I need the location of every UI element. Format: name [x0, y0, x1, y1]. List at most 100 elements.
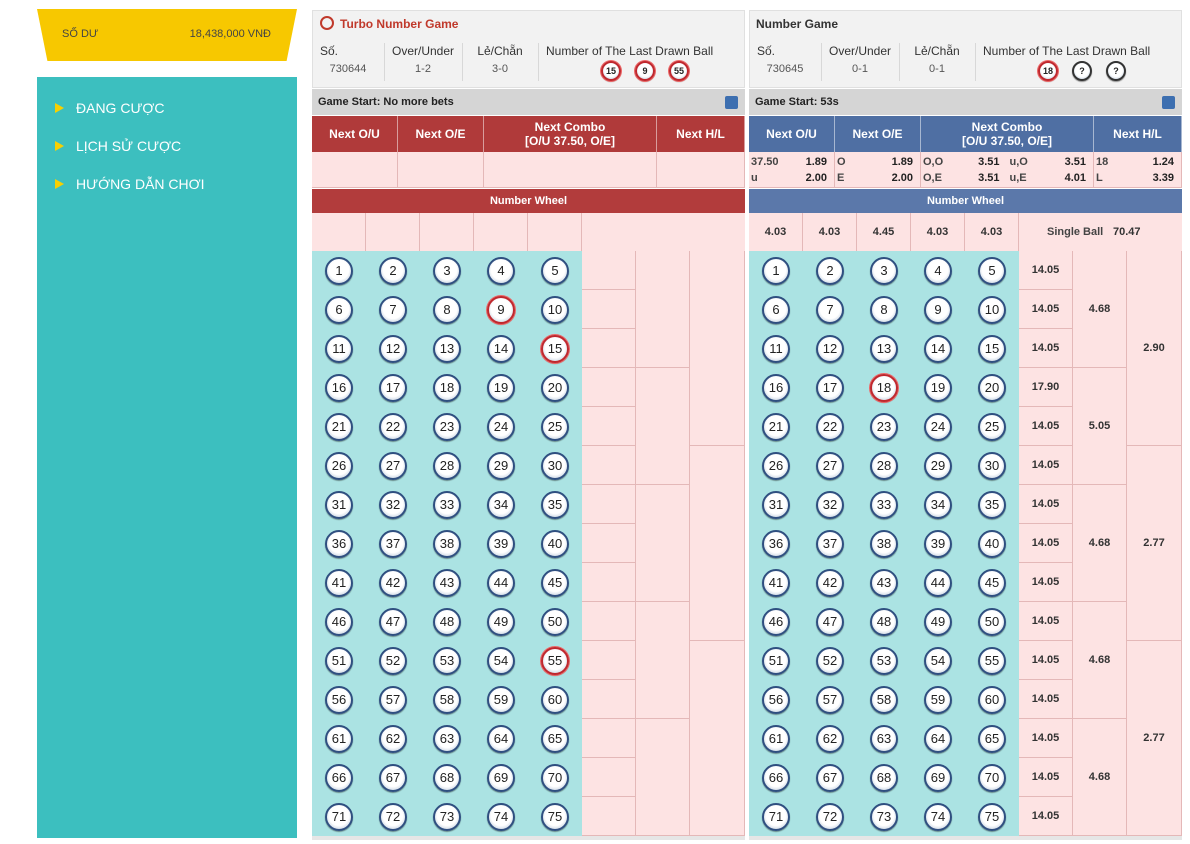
- wheel-odds-cell[interactable]: 4.03: [803, 213, 857, 251]
- number-ball[interactable]: 68: [433, 763, 461, 792]
- number-ball[interactable]: 38: [870, 529, 898, 558]
- number-ball[interactable]: 34: [487, 490, 515, 519]
- number-ball[interactable]: 50: [978, 607, 1006, 636]
- number-ball[interactable]: 47: [816, 607, 844, 636]
- number-ball[interactable]: 22: [379, 412, 407, 441]
- number-ball[interactable]: 62: [379, 724, 407, 753]
- number-ball[interactable]: 18: [433, 373, 461, 402]
- number-ball[interactable]: 75: [541, 802, 569, 831]
- number-ball[interactable]: 15: [978, 334, 1006, 363]
- number-ball[interactable]: 52: [816, 646, 844, 675]
- row-odds-cell[interactable]: 14.05: [1019, 290, 1073, 329]
- number-ball[interactable]: 11: [762, 334, 790, 363]
- row-odds-cell[interactable]: 14.05: [1019, 797, 1073, 836]
- number-ball[interactable]: 43: [433, 568, 461, 597]
- number-ball[interactable]: 5: [541, 256, 569, 285]
- number-ball[interactable]: 41: [325, 568, 353, 597]
- number-ball[interactable]: 33: [870, 490, 898, 519]
- number-ball[interactable]: 16: [325, 373, 353, 402]
- number-ball[interactable]: 17: [379, 373, 407, 402]
- number-ball[interactable]: 65: [541, 724, 569, 753]
- odds-value[interactable]: 3.51: [978, 156, 1000, 168]
- number-ball[interactable]: 46: [762, 607, 790, 636]
- number-ball[interactable]: 39: [924, 529, 952, 558]
- number-ball[interactable]: 6: [762, 295, 790, 324]
- number-ball[interactable]: 43: [870, 568, 898, 597]
- group5-odds-cell[interactable]: 2.77: [1127, 641, 1182, 836]
- number-ball[interactable]: 75: [978, 802, 1006, 831]
- group3-odds-cell[interactable]: 4.68: [1073, 602, 1127, 719]
- number-ball[interactable]: 3: [433, 256, 461, 285]
- number-ball[interactable]: 41: [762, 568, 790, 597]
- number-ball[interactable]: 12: [816, 334, 844, 363]
- number-ball[interactable]: 63: [870, 724, 898, 753]
- number-ball[interactable]: 24: [487, 412, 515, 441]
- number-ball[interactable]: 55: [978, 646, 1006, 675]
- number-ball[interactable]: 47: [379, 607, 407, 636]
- number-ball[interactable]: 48: [870, 607, 898, 636]
- row-odds-cell[interactable]: 14.05: [1019, 446, 1073, 485]
- number-ball[interactable]: 1: [762, 256, 790, 285]
- number-ball[interactable]: 27: [379, 451, 407, 480]
- number-ball[interactable]: 37: [379, 529, 407, 558]
- number-ball[interactable]: 27: [816, 451, 844, 480]
- number-ball[interactable]: 13: [870, 334, 898, 363]
- number-ball[interactable]: 74: [487, 802, 515, 831]
- number-ball[interactable]: 33: [433, 490, 461, 519]
- number-ball[interactable]: 2: [379, 256, 407, 285]
- number-ball[interactable]: 5: [978, 256, 1006, 285]
- number-ball[interactable]: 10: [541, 295, 569, 324]
- number-ball[interactable]: 59: [924, 685, 952, 714]
- number-ball[interactable]: 51: [762, 646, 790, 675]
- number-ball[interactable]: 4: [924, 256, 952, 285]
- number-ball[interactable]: 9: [924, 295, 952, 324]
- number-ball[interactable]: 39: [487, 529, 515, 558]
- number-ball[interactable]: 36: [762, 529, 790, 558]
- number-ball[interactable]: 28: [433, 451, 461, 480]
- group3-odds-cell[interactable]: 4.68: [1073, 719, 1127, 836]
- number-ball[interactable]: 30: [978, 451, 1006, 480]
- number-ball[interactable]: 31: [762, 490, 790, 519]
- number-ball[interactable]: 45: [541, 568, 569, 597]
- status-icon[interactable]: [725, 96, 738, 109]
- row-odds-cell[interactable]: 14.05: [1019, 524, 1073, 563]
- menu-item[interactable]: ĐANG CƯỢC: [76, 100, 165, 116]
- number-ball[interactable]: 57: [379, 685, 407, 714]
- number-ball[interactable]: 61: [325, 724, 353, 753]
- number-ball[interactable]: 70: [541, 763, 569, 792]
- number-ball[interactable]: 6: [325, 295, 353, 324]
- number-ball[interactable]: 10: [978, 295, 1006, 324]
- number-ball[interactable]: 3: [870, 256, 898, 285]
- odds-value[interactable]: 1.89: [891, 156, 913, 168]
- odds-value[interactable]: 3.51: [1064, 156, 1086, 168]
- number-ball[interactable]: 63: [433, 724, 461, 753]
- row-odds-cell[interactable]: 14.05: [1019, 485, 1073, 524]
- number-ball[interactable]: 20: [978, 373, 1006, 402]
- menu-item[interactable]: LỊCH SỬ CƯỢC: [76, 138, 182, 154]
- number-ball[interactable]: 53: [870, 646, 898, 675]
- row-odds-cell[interactable]: 14.05: [1019, 602, 1073, 641]
- number-ball[interactable]: 60: [541, 685, 569, 714]
- number-ball[interactable]: 48: [433, 607, 461, 636]
- number-ball[interactable]: 25: [541, 412, 569, 441]
- number-ball[interactable]: 28: [870, 451, 898, 480]
- number-ball[interactable]: 70: [978, 763, 1006, 792]
- number-ball[interactable]: 38: [433, 529, 461, 558]
- number-ball[interactable]: 26: [325, 451, 353, 480]
- number-ball[interactable]: 31: [325, 490, 353, 519]
- number-ball[interactable]: 7: [379, 295, 407, 324]
- number-ball[interactable]: 32: [379, 490, 407, 519]
- number-ball[interactable]: 21: [762, 412, 790, 441]
- number-ball[interactable]: 21: [325, 412, 353, 441]
- row-odds-cell[interactable]: 14.05: [1019, 563, 1073, 602]
- number-ball[interactable]: 61: [762, 724, 790, 753]
- number-ball[interactable]: 44: [924, 568, 952, 597]
- number-ball[interactable]: 4: [487, 256, 515, 285]
- number-ball[interactable]: 46: [325, 607, 353, 636]
- number-ball[interactable]: 24: [924, 412, 952, 441]
- group3-odds-cell[interactable]: 4.68: [1073, 251, 1127, 368]
- row-odds-cell[interactable]: 14.05: [1019, 407, 1073, 446]
- number-ball[interactable]: 72: [816, 802, 844, 831]
- number-ball[interactable]: 62: [816, 724, 844, 753]
- group3-odds-cell[interactable]: 5.05: [1073, 368, 1127, 485]
